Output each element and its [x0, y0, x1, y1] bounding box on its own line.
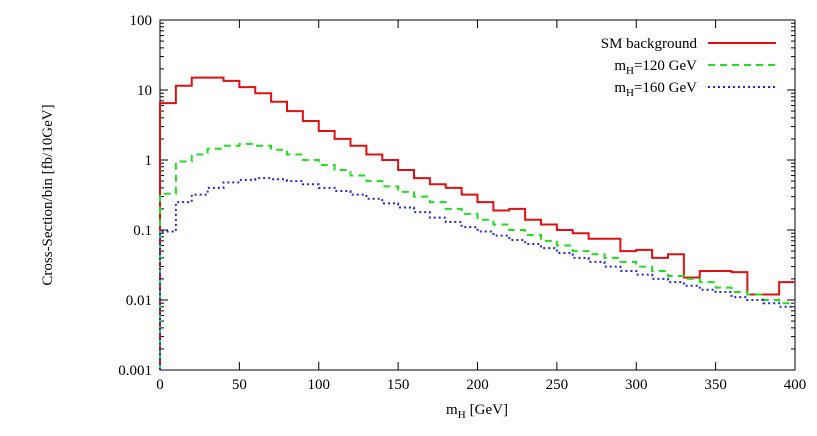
y-tick-label: 0.1 — [133, 223, 152, 239]
series-layer — [159, 76, 795, 370]
x-axis-subscript: H — [458, 409, 466, 421]
y-tick-label: 1 — [145, 153, 153, 169]
x-tick-label: 200 — [466, 377, 489, 393]
series-line-1 — [159, 142, 795, 370]
axis-ticks: 0 50 100 150 200 250 300 350 400 0.001 0.01 0.1 1 10 1… — [118, 13, 806, 393]
x-tick-label: 400 — [784, 377, 807, 393]
legend-label-0: SM background — [601, 36, 698, 52]
x-tick-label: 50 — [232, 377, 247, 393]
x-axis-title: mH [GeV] — [446, 402, 508, 421]
x-tick-label: 300 — [625, 377, 648, 393]
x-tick-label: 0 — [156, 377, 164, 393]
y-tick-label: 100 — [130, 13, 153, 29]
legend-label-1: mH=120 GeV — [614, 58, 697, 77]
y-tick-label: 10 — [137, 83, 152, 99]
x-tick-label: 150 — [387, 377, 410, 393]
x-axis-symbol: m — [446, 402, 458, 418]
x-tick-label: 350 — [704, 377, 727, 393]
series-line-0 — [159, 76, 795, 370]
x-tick-label: 250 — [546, 377, 569, 393]
y-tick-label: 0.01 — [126, 293, 152, 309]
y-axis-title: Cross-Section/bin [fb/10GeV] — [40, 104, 56, 285]
y-tick-label: 0.001 — [118, 363, 152, 379]
legend: SM background mH=120 GeV mH=160 GeV — [601, 36, 776, 99]
legend-label-2: mH=160 GeV — [614, 80, 697, 99]
x-axis-unit: [GeV] — [470, 402, 508, 418]
x-tick-label: 100 — [308, 377, 331, 393]
